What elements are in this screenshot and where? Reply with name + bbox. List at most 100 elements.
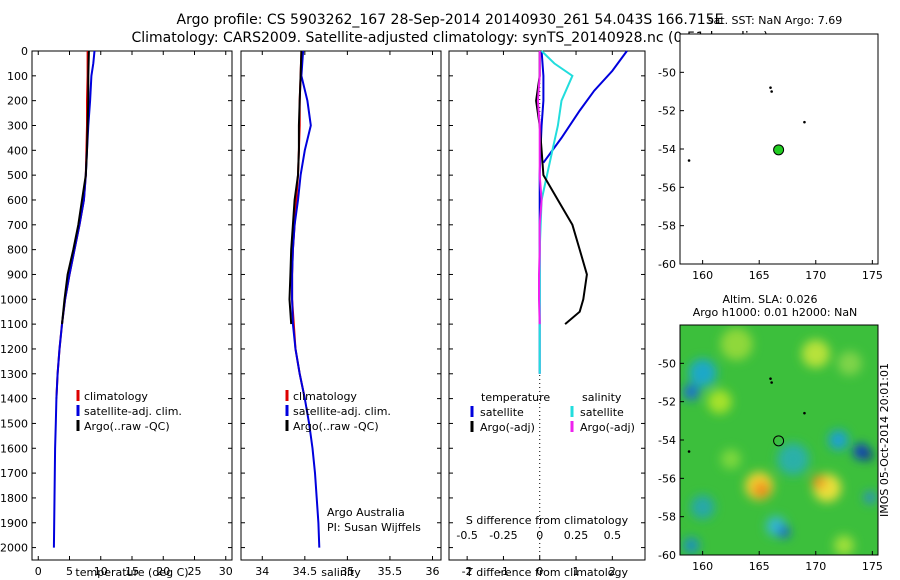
x-tick-label: 175	[862, 269, 883, 282]
y-tick-label: 900	[7, 268, 28, 281]
previous-position	[770, 381, 773, 384]
credit-line: PI: Susan Wijffels	[327, 521, 421, 534]
x-tick-label: 170	[805, 560, 826, 573]
y-tick-label: 1300	[0, 368, 28, 381]
y-tick-label: 800	[7, 244, 28, 257]
x-tick-label: 30	[219, 565, 233, 578]
x-tick-label: 175	[862, 560, 883, 573]
y-tick-label: 100	[7, 70, 28, 83]
y-tick-label: 1200	[0, 343, 28, 356]
plot-frame	[448, 50, 646, 561]
series-line-argo-raw-qc-	[61, 50, 90, 325]
s-tick-label: -0.5	[456, 529, 477, 542]
x-tick-label: 35	[340, 565, 354, 578]
x-tick-label: 20	[156, 565, 170, 578]
legend-label: Argo(-adj)	[580, 421, 635, 434]
x-tick-label: 2	[609, 565, 616, 578]
x-tick-label: 165	[749, 269, 770, 282]
map-title: Altim. SLA: 0.026	[722, 293, 817, 306]
sla-anomaly-patch	[812, 475, 827, 490]
legend-label: Argo(-adj)	[480, 421, 535, 434]
x-tick-label: 160	[692, 269, 713, 282]
x-axis-label: salinity	[321, 566, 361, 579]
map-sst-map: sat. SST: NaN Argo: 7.69 160 165 170 175 -50 -…	[658, 14, 883, 282]
series-line-argo-raw-qc-	[288, 50, 303, 325]
legend-label: Argo(..raw -QC)	[84, 420, 170, 433]
sla-anomaly-patch	[834, 535, 855, 555]
x-tick-label: 36	[425, 565, 439, 578]
sla-anomaly-patch	[864, 491, 877, 504]
s-tick-label: -0.25	[489, 529, 517, 542]
previous-position	[687, 450, 691, 453]
series-line-satellite-adj-clim-	[52, 50, 96, 548]
float-marker	[773, 144, 785, 156]
sla-anomaly-patch	[862, 450, 873, 461]
sla-anomaly-patch	[778, 526, 791, 538]
sla-anomaly-patch	[720, 449, 741, 470]
y-tick-label: -50	[658, 357, 676, 370]
sla-anomaly-patch	[690, 495, 715, 520]
legend-label: Argo(..raw -QC)	[293, 420, 379, 433]
panel-temperature: 0 5 10 15 20 25 30 temperature (deg C) 0 100 200 30…	[0, 45, 233, 579]
y-tick-label: -52	[658, 396, 676, 409]
previous-position	[769, 86, 772, 89]
x-tick-label: -1	[498, 565, 509, 578]
panel-salinity: 34 34.5 35 35.5 36 salinity climatology satelli…	[240, 50, 442, 579]
x-tick-label: 170	[805, 269, 826, 282]
series-line-t-satellite-surface	[542, 50, 628, 164]
legend-label: satellite	[480, 406, 524, 419]
x-tick-label: 34.5	[293, 565, 318, 578]
s-tick-label: 0.25	[564, 529, 589, 542]
legend-label: climatology	[84, 390, 148, 403]
legend-label: climatology	[293, 390, 357, 403]
sla-anomaly-patch	[688, 358, 717, 387]
y-tick-label: -60	[658, 258, 676, 271]
y-tick-label: -58	[658, 220, 676, 233]
x-tick-label: 25	[188, 565, 202, 578]
sla-anomaly-patch	[720, 328, 753, 361]
x-tick-label: 160	[692, 560, 713, 573]
y-tick-label: 1400	[0, 393, 28, 406]
y-tick-label: -54	[658, 434, 676, 447]
previous-position	[770, 90, 773, 93]
sla-anomaly-patch	[801, 339, 830, 368]
imos-timestamp: IMOS 05-Oct-2014 20:01:01	[878, 363, 891, 517]
title-line1: Argo profile: CS 5903262_167 28-Sep-2014…	[177, 12, 724, 28]
x-tick-label: 0	[536, 565, 543, 578]
plot-frame	[240, 50, 442, 561]
x-axis-label: temperature (deg C)	[75, 566, 188, 579]
sla-anomaly-patch	[777, 443, 810, 476]
y-tick-label: -50	[658, 66, 676, 79]
y-tick-label: 400	[7, 144, 28, 157]
y-tick-label: 700	[7, 219, 28, 232]
y-tick-label: 600	[7, 194, 28, 207]
sla-anomaly-patch	[837, 351, 862, 376]
y-tick-label: 1100	[0, 318, 28, 331]
x-tick-label: 1	[573, 565, 580, 578]
title-line2: Climatology: CARS2009. Satellite-adjuste…	[131, 30, 768, 46]
y-tick-label: 1800	[0, 492, 28, 505]
sla-anomaly-patch	[707, 389, 732, 414]
legend-label: satellite-adj. clim.	[84, 405, 182, 418]
y-tick-label: -56	[658, 181, 676, 194]
y-tick-label: 2000	[0, 542, 28, 555]
map-title: sat. SST: NaN Argo: 7.69	[708, 14, 842, 27]
y-tick-label: -60	[658, 549, 676, 562]
y-tick-label: -58	[658, 511, 676, 524]
s-tick-label: 0	[536, 529, 543, 542]
x-tick-label: -2	[462, 565, 473, 578]
legend-header: temperature	[481, 391, 550, 404]
float-marker	[773, 435, 785, 447]
sla-anomaly-patch	[683, 537, 700, 554]
legend-label: satellite	[580, 406, 624, 419]
y-tick-label: 1500	[0, 417, 28, 430]
previous-position	[803, 120, 806, 124]
sla-anomaly-patch	[753, 481, 770, 498]
x-tick-label: 165	[749, 560, 770, 573]
previous-position	[687, 159, 691, 162]
x-axis-label: T difference from climatology	[465, 566, 628, 579]
previous-position	[769, 377, 772, 380]
